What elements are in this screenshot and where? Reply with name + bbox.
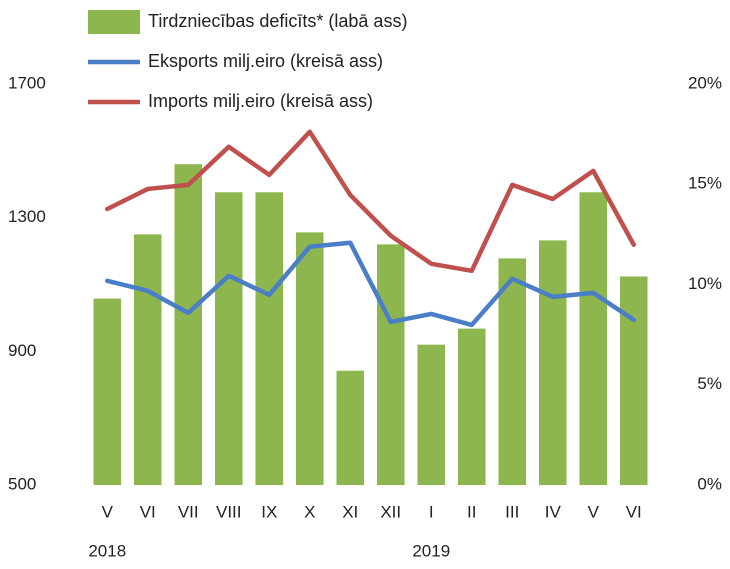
y2-tick-label: 20%: [688, 73, 722, 92]
bar: [376, 244, 405, 485]
x-tick-label: III: [505, 502, 519, 521]
bar: [255, 192, 284, 485]
bar: [336, 370, 365, 485]
legend-label: Eksports milj.eiro (kreisā ass): [148, 51, 383, 71]
bar: [174, 164, 203, 485]
x-group-label: 2019: [412, 541, 450, 560]
y-tick-label: 900: [8, 341, 36, 360]
bar: [538, 240, 567, 485]
x-tick-label: IX: [261, 502, 277, 521]
y2-tick-label: 5%: [697, 374, 722, 393]
bar: [93, 298, 122, 485]
line: [105, 129, 636, 274]
x-tick-label: V: [102, 502, 114, 521]
x-group-label: 2018: [88, 541, 126, 560]
x-tick-label: II: [467, 502, 476, 521]
y-tick-label: 1700: [8, 73, 46, 92]
bar: [295, 232, 324, 485]
y2-tick-label: 10%: [688, 274, 722, 293]
bar: [619, 276, 648, 485]
legend-label: Tirdzniecības deficīts* (labā ass): [148, 11, 407, 31]
y-tick-label: 500: [8, 474, 36, 493]
x-tick-label: VII: [178, 502, 199, 521]
x-tick-label: VIII: [216, 502, 242, 521]
bar: [579, 192, 608, 485]
y2-tick-label: 15%: [688, 174, 722, 193]
legend-label: Imports milj.eiro (kreisā ass): [148, 91, 373, 111]
bar: [457, 328, 486, 485]
x-tick-label: VI: [626, 502, 642, 521]
legend-swatch: [88, 10, 140, 34]
bar: [417, 344, 446, 485]
x-tick-label: VI: [140, 502, 156, 521]
x-tick-label: XII: [380, 502, 401, 521]
bar: [214, 192, 243, 485]
x-tick-label: X: [304, 502, 315, 521]
x-tick-label: I: [429, 502, 434, 521]
bar: [498, 258, 527, 485]
x-tick-label: XI: [342, 502, 358, 521]
y-tick-label: 1300: [8, 207, 46, 226]
line: [105, 240, 636, 328]
x-tick-label: IV: [545, 502, 562, 521]
bar: [133, 234, 162, 485]
y2-tick-label: 0%: [697, 474, 722, 493]
x-tick-label: V: [588, 502, 600, 521]
